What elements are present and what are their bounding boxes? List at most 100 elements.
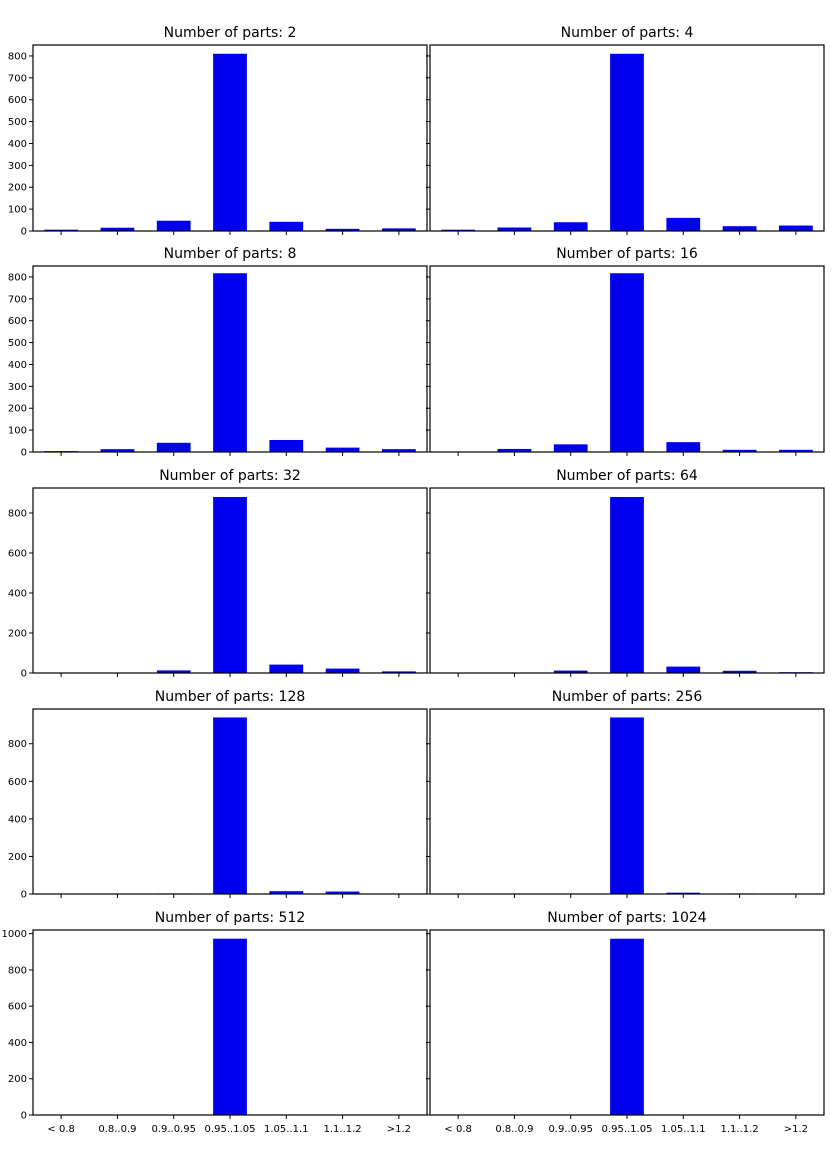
y-tick-label: 400 bbox=[8, 589, 27, 600]
x-tick-label: 0.95..1.05 bbox=[602, 1124, 653, 1135]
panel-7: Number of parts: 128 0 200 400 600 800 bbox=[8, 689, 428, 901]
bar-6 bbox=[778, 449, 813, 452]
panel-title: Number of parts: 2 bbox=[164, 25, 297, 41]
x-tick-label: 1.05..1.1 bbox=[264, 1124, 309, 1135]
y-tick-label: 700 bbox=[8, 73, 27, 84]
bar-3 bbox=[213, 273, 247, 452]
panel-title: Number of parts: 256 bbox=[552, 689, 703, 705]
bar-2 bbox=[553, 444, 588, 452]
bar-3 bbox=[610, 717, 644, 894]
y-tick-label: 400 bbox=[8, 814, 27, 825]
x-tick-label: 0.8..0.9 bbox=[98, 1124, 136, 1135]
bar-5 bbox=[325, 668, 360, 673]
bar-3 bbox=[213, 938, 247, 1115]
bar-5 bbox=[722, 670, 757, 673]
bar-3 bbox=[213, 53, 247, 231]
y-tick-label: 800 bbox=[8, 739, 27, 750]
bar-4 bbox=[269, 891, 304, 894]
x-tick-label: 0.9..0.95 bbox=[548, 1124, 593, 1135]
bar-5 bbox=[325, 891, 360, 894]
bar-5 bbox=[325, 228, 360, 231]
y-tick-label: 800 bbox=[8, 272, 27, 283]
panel-title: Number of parts: 128 bbox=[155, 689, 306, 705]
y-tick-label: 300 bbox=[8, 161, 27, 172]
y-tick-label: 600 bbox=[8, 777, 27, 788]
bar-2 bbox=[156, 220, 191, 231]
bar-0 bbox=[44, 229, 79, 231]
bar-3 bbox=[610, 497, 644, 673]
y-tick-label: 400 bbox=[8, 139, 27, 150]
y-tick-label: 200 bbox=[8, 404, 27, 415]
y-tick-label: 0 bbox=[21, 227, 27, 238]
y-tick-label: 300 bbox=[8, 382, 27, 393]
y-tick-label: 600 bbox=[8, 1002, 27, 1013]
panel-title: Number of parts: 32 bbox=[159, 468, 301, 484]
panel-8: Number of parts: 256 bbox=[426, 689, 825, 898]
y-tick-label: 500 bbox=[8, 338, 27, 349]
bar-4 bbox=[666, 666, 701, 673]
bar-4 bbox=[666, 217, 701, 231]
y-tick-label: 0 bbox=[21, 669, 27, 680]
bar-1 bbox=[497, 227, 532, 231]
bar-2 bbox=[553, 670, 588, 673]
x-tick-label: 1.1..1.2 bbox=[323, 1124, 361, 1135]
bar-2 bbox=[156, 442, 191, 452]
bar-4 bbox=[269, 439, 304, 452]
panel-10: Number of parts: 1024 < 0.8 0.8..0.9 0.9..0… bbox=[426, 910, 825, 1135]
y-tick-label: 100 bbox=[8, 205, 27, 216]
bar-4 bbox=[269, 664, 304, 673]
bar-4 bbox=[666, 892, 701, 894]
bar-6 bbox=[381, 228, 416, 231]
panel-4: Number of parts: 16 bbox=[426, 246, 825, 456]
x-tick-label: 0.95..1.05 bbox=[205, 1124, 256, 1135]
bar-3 bbox=[610, 938, 644, 1115]
panel-title: Number of parts: 512 bbox=[155, 910, 306, 926]
bar-0 bbox=[441, 229, 476, 231]
bar-2 bbox=[156, 670, 191, 673]
x-tick-label: < 0.8 bbox=[444, 1124, 471, 1135]
y-tick-label: 800 bbox=[8, 965, 27, 976]
bar-5 bbox=[325, 447, 360, 452]
y-tick-label: 1000 bbox=[2, 929, 27, 940]
bar-3 bbox=[610, 53, 644, 231]
y-tick-label: 0 bbox=[21, 1111, 27, 1122]
y-tick-label: 200 bbox=[8, 852, 27, 863]
bar-5 bbox=[722, 226, 757, 231]
bar-6 bbox=[381, 671, 416, 673]
panel-title: Number of parts: 64 bbox=[556, 468, 698, 484]
y-tick-label: 500 bbox=[8, 117, 27, 128]
x-tick-label: >1.2 bbox=[387, 1124, 411, 1135]
y-tick-label: 800 bbox=[8, 509, 27, 520]
panel-title: Number of parts: 16 bbox=[556, 246, 698, 262]
bar-6 bbox=[381, 449, 416, 452]
bar-1 bbox=[497, 448, 532, 452]
x-tick-label: < 0.8 bbox=[47, 1124, 74, 1135]
bar-5 bbox=[722, 449, 757, 452]
y-tick-label: 400 bbox=[8, 360, 27, 371]
panel-9: Number of parts: 512 0 200 400 600 800 1000 < 0… bbox=[2, 910, 428, 1135]
bar-3 bbox=[610, 273, 644, 452]
bar-6 bbox=[778, 225, 813, 231]
bar-3 bbox=[213, 497, 247, 673]
panel-2: Number of parts: 4 bbox=[426, 25, 825, 235]
bar-1 bbox=[100, 449, 135, 452]
y-tick-label: 600 bbox=[8, 95, 27, 106]
y-tick-label: 200 bbox=[8, 629, 27, 640]
panel-title: Number of parts: 8 bbox=[164, 246, 297, 262]
x-tick-label: 0.9..0.95 bbox=[151, 1124, 196, 1135]
bar-4 bbox=[269, 221, 304, 231]
bar-1 bbox=[100, 227, 135, 231]
y-tick-label: 400 bbox=[8, 1038, 27, 1049]
y-tick-label: 800 bbox=[8, 51, 27, 62]
bar-4 bbox=[666, 442, 701, 452]
panel-title: Number of parts: 1024 bbox=[547, 910, 707, 926]
panel-5: Number of parts: 32 0 200 400 600 800 bbox=[8, 468, 428, 680]
x-tick-label: 1.1..1.2 bbox=[720, 1124, 758, 1135]
panel-3: Number of parts: 8 0 100 200 300 400 500 600 700… bbox=[8, 246, 428, 459]
x-tick-label: 0.8..0.9 bbox=[495, 1124, 533, 1135]
y-tick-label: 0 bbox=[21, 890, 27, 901]
panel-6: Number of parts: 64 bbox=[426, 468, 825, 677]
bar-3 bbox=[213, 717, 247, 894]
y-tick-label: 600 bbox=[8, 316, 27, 327]
